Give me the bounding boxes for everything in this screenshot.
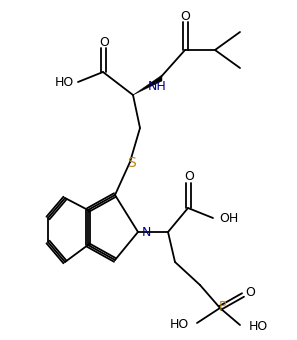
Text: HO: HO bbox=[54, 75, 74, 88]
Text: O: O bbox=[180, 10, 190, 22]
Text: OH: OH bbox=[219, 211, 238, 224]
Text: S: S bbox=[128, 156, 136, 170]
Text: P: P bbox=[218, 301, 226, 313]
Text: NH: NH bbox=[148, 80, 166, 92]
Polygon shape bbox=[133, 75, 162, 95]
Text: O: O bbox=[184, 170, 194, 184]
Text: O: O bbox=[99, 35, 109, 49]
Text: N: N bbox=[141, 225, 151, 238]
Text: HO: HO bbox=[169, 319, 189, 332]
Text: O: O bbox=[245, 286, 255, 299]
Text: HO: HO bbox=[248, 321, 268, 334]
